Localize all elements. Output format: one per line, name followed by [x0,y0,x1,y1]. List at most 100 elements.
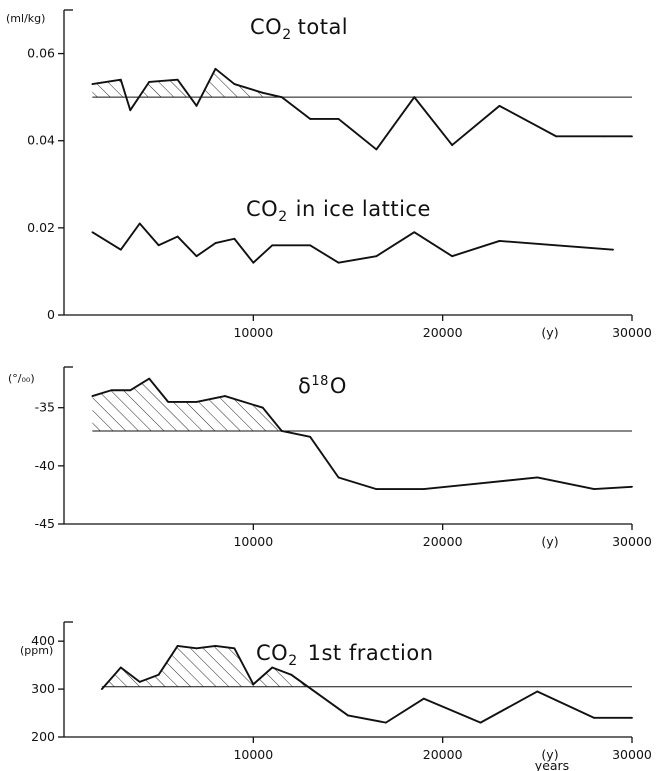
co2-ice-lattice-point [195,255,198,258]
co2-ice-lattice-point [138,222,141,225]
co2-ice-lattice-point [413,231,416,234]
co2-first-fraction-point [422,697,425,700]
y-tick-label: 0.06 [27,46,55,61]
delta18o-point [309,435,312,438]
co2-total-point [555,135,558,138]
co2-total-hatched-area [139,79,191,98]
co2-ice-lattice-point [451,255,454,258]
y-unit-label-per-mil: (°/₀₀) [8,372,35,385]
x-unit-label: (y) [541,325,558,340]
x-unit-word: years [535,758,569,771]
delta18o-point [91,395,94,397]
delta18o-point [631,485,633,488]
co2-total-point [261,91,264,94]
co2-first-fraction-point [290,673,293,676]
delta18o-point [261,406,264,409]
co2-first-fraction-point [138,680,141,683]
y-tick-label: 0.02 [27,220,55,235]
panel-co2-first-fraction: CO2 1st fraction (ppm) 200 300 400 10000 2000… [20,621,652,771]
delta18o-point [479,482,482,485]
delta18o-point [422,488,425,491]
co2-total-hatched-area [92,79,127,98]
y-tick-label: 200 [31,729,55,744]
x-tick-label: 30000 [612,325,652,340]
co2-total-point [91,83,94,85]
delta18o-point [536,476,539,479]
co2-first-fraction-point [631,716,633,719]
delta18o-point [129,389,132,392]
co2-first-fraction-point [214,645,217,647]
co2-ice-lattice-point [91,231,94,234]
co2-first-fraction-point [384,721,387,724]
x-unit-label: (y) [541,534,558,549]
x-tick-label: 10000 [233,325,273,340]
co2-total-point [280,96,283,99]
delta18o-hatched-area [92,378,282,431]
co2-total-point [129,109,132,112]
x-tick-label: 30000 [612,534,652,549]
co2-first-fraction-point [479,721,482,724]
y-tick-label: -35 [35,400,55,415]
panel-delta18o: δ18O (°/₀₀) -35 -40 -45 10000 20000 30000 (y) [8,366,652,549]
co2-ice-lattice-point [555,244,558,247]
x-tick-label: 10000 [233,534,273,549]
co2-ice-lattice-point [157,244,160,247]
co2-total-hatched-area [200,68,282,98]
co2-first-fraction-point [271,666,274,669]
co2-total-point [602,135,605,138]
co2-first-fraction-point [252,683,255,686]
x-tick-label: 30000 [612,747,652,762]
co2-first-fraction-point [195,647,198,650]
co2-ice-lattice-point [233,237,236,240]
y-tick-label: 0 [47,307,55,322]
delta18o-point [110,389,113,392]
co2-ice-lattice-point [309,244,312,247]
x-tick-label: 20000 [423,747,463,762]
co2-ice-lattice-line [91,222,614,264]
co2-ice-lattice-point [337,261,340,264]
co2-ice-lattice-point [176,235,179,238]
co2-total-point [176,78,179,81]
title-delta18o: δ18O [298,374,347,398]
co2-first-fraction-line [101,645,632,724]
y-tick-label: 0.04 [27,133,55,148]
delta18o-point [337,476,340,479]
x-tick-label: 10000 [233,747,273,762]
co2-first-fraction-point [233,647,236,650]
co2-ice-lattice-point [214,242,217,245]
delta18o-point [593,488,596,491]
co2-total-line [92,67,632,151]
title-co2-total: CO2 total [250,15,348,43]
co2-first-fraction-point [347,714,349,717]
co2-total-point [413,96,416,99]
y-tick-label: -40 [35,458,55,473]
co2-ice-lattice-point [498,240,501,242]
co2-first-fraction-point [593,716,596,719]
delta18o-point [195,400,198,403]
y-tick-label: -45 [35,516,55,531]
co2-ice-lattice-point [271,244,274,247]
delta18o-point [148,377,151,380]
title-co2-first-fraction: CO2 1st fraction [256,641,434,669]
co2-first-fraction-point [100,688,103,690]
co2-total-point [195,104,198,107]
co2-total-point [233,83,236,85]
delta18o-point [375,488,378,491]
co2-total-point [498,104,501,107]
delta18o-point [224,395,226,397]
delta18o-point [280,430,283,432]
co2-total-point [375,148,378,151]
co2-first-fraction-point [536,690,539,693]
co2-first-fraction-point [157,673,160,676]
delta18o-point [167,400,170,403]
co2-ice-lattice-point [375,255,378,258]
x-tick-label: 20000 [423,325,463,340]
x-unit-label: (y) [541,747,558,762]
co2-first-fraction-point [176,645,179,647]
co2-total-point [451,144,454,146]
y-unit-label-ppm: (ppm) [20,644,53,657]
title-co2-ice-lattice: CO2 in ice lattice [246,197,431,225]
delta18o-line [92,377,633,491]
co2-total-point [148,80,151,83]
